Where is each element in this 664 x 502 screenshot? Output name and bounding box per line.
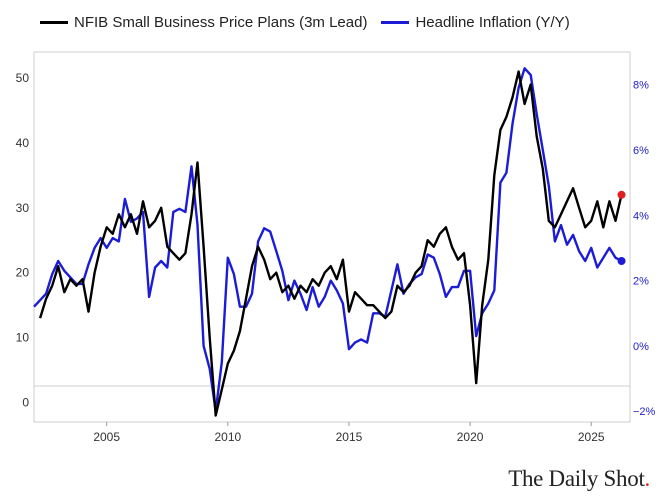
legend-swatch-nfib	[40, 21, 68, 24]
y-left-tick-label: 0	[22, 396, 29, 410]
y-left-tick-label: 40	[16, 136, 30, 150]
y-axis-left: 0 10 20 30 40 50	[16, 71, 30, 410]
y-left-tick-label: 20	[16, 266, 30, 280]
y-left-tick-label: 10	[16, 331, 30, 345]
legend-label-nfib: NFIB Small Business Price Plans (3m Lead…	[74, 14, 368, 31]
y-left-tick-label: 30	[16, 201, 30, 215]
legend-entry-nfib: NFIB Small Business Price Plans (3m Lead…	[40, 14, 367, 31]
y-right-tick-label: 0%	[633, 341, 649, 353]
end-marker-nfib	[617, 190, 626, 199]
chart-legend: NFIB Small Business Price Plans (3m Lead…	[40, 14, 584, 31]
brand-logo: The Daily Shot.	[508, 466, 650, 492]
legend-label-inflation: Headline Inflation (Y/Y)	[415, 14, 570, 31]
plot-frame	[33, 51, 631, 423]
legend-swatch-inflation	[381, 21, 410, 24]
x-axis: 2005 2010 2015 2020 2025	[93, 422, 605, 444]
series-line-nfib	[38, 70, 623, 417]
x-tick-label: 2025	[578, 430, 605, 444]
brand-dot: .	[644, 466, 651, 491]
y-axis-right: −2% 0% 2% 4% 6% 8%	[633, 80, 656, 419]
x-tick-label: 2010	[214, 430, 241, 444]
brand-text: The Daily Shot	[508, 466, 645, 491]
end-marker-inflation	[617, 257, 626, 266]
x-tick-label: 2005	[93, 430, 120, 444]
y-right-tick-label: −2%	[633, 406, 656, 418]
x-tick-label: 2020	[457, 430, 484, 444]
y-right-tick-label: 8%	[633, 80, 649, 92]
end-markers	[617, 190, 626, 266]
x-tick-label: 2015	[336, 430, 363, 444]
y-right-tick-label: 2%	[633, 276, 649, 288]
legend-entry-inflation: Headline Inflation (Y/Y)	[381, 14, 570, 31]
y-right-tick-label: 4%	[633, 210, 649, 222]
series-layer	[33, 67, 623, 417]
y-right-tick-label: 6%	[633, 145, 649, 157]
y-left-tick-label: 50	[16, 71, 30, 85]
series-line-inflation	[33, 67, 623, 413]
